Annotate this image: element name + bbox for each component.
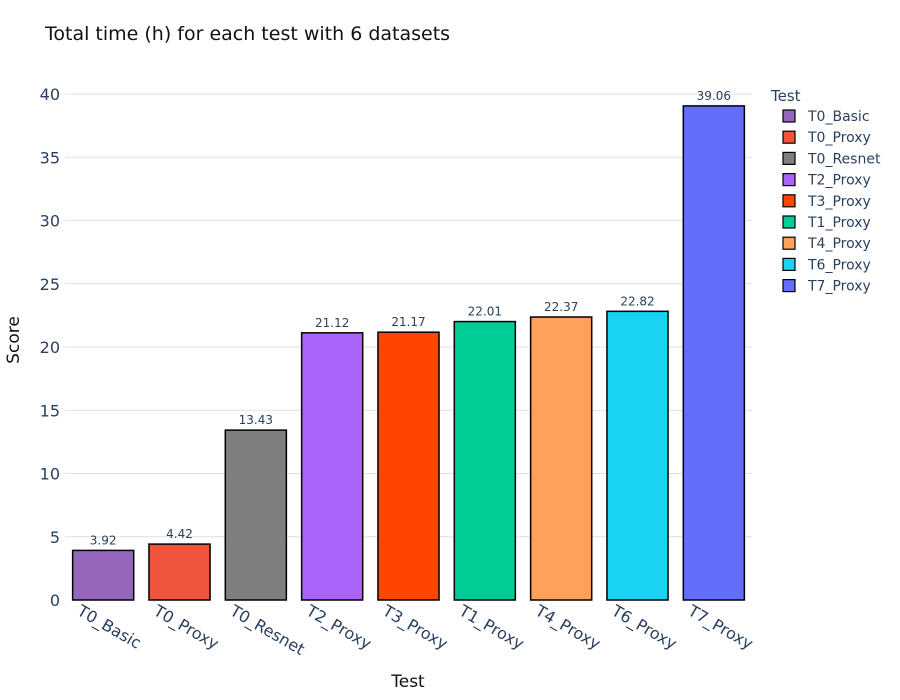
x-tick-label: T2_Proxy: [302, 601, 375, 655]
x-tick-label: T4_Proxy: [531, 601, 604, 655]
x-tick-label: T7_Proxy: [683, 601, 756, 655]
bar-t0-proxy[interactable]: [148, 543, 211, 601]
legend-swatch: [782, 215, 796, 229]
bar-value-label: 22.82: [620, 294, 654, 308]
bar-t3-proxy[interactable]: [377, 331, 440, 601]
bar-value-label: 21.17: [391, 315, 425, 329]
legend-swatch: [782, 173, 796, 187]
legend-swatch: [782, 257, 796, 271]
chart-title: Total time (h) for each test with 6 data…: [44, 23, 450, 45]
bar-t0-resnet[interactable]: [224, 429, 288, 601]
bar-t4-proxy[interactable]: [529, 316, 593, 601]
legend-item[interactable]: T3_Proxy: [782, 194, 871, 210]
bar-value-label: 22.37: [544, 300, 578, 314]
x-axis-title: Test: [390, 672, 425, 692]
bar-value-label: 21.12: [315, 316, 349, 330]
bar-value-label: 3.92: [90, 533, 117, 547]
legend-label: T0_Proxy: [807, 130, 871, 146]
x-tick-label: T1_Proxy: [454, 601, 527, 655]
y-axis-ticks: 0 5 10 15 20 25 30 35 40: [40, 85, 60, 610]
x-tick-label: T0_Basic: [73, 601, 145, 654]
legend-label: T6_Proxy: [807, 257, 871, 273]
legend-label: T3_Proxy: [807, 194, 871, 210]
legend-swatch: [782, 130, 796, 144]
legend-item[interactable]: T0_Proxy: [782, 130, 871, 146]
legend[interactable]: Test T0_Basic T0_Proxy T0_Resnet T2_Proxy T3…: [770, 87, 881, 295]
x-tick-label: T0_Proxy: [149, 601, 222, 655]
x-tick-label: T3_Proxy: [378, 601, 451, 655]
y-tick-label: 20: [40, 338, 60, 357]
legend-title: Test: [770, 87, 801, 105]
x-tick-label: T6_Proxy: [607, 601, 680, 655]
y-tick-label: 25: [40, 275, 60, 294]
y-tick-label: 15: [40, 401, 60, 420]
legend-label: T4_Proxy: [807, 236, 871, 252]
legend-label: T1_Proxy: [807, 215, 871, 231]
y-axis-title: Score: [4, 316, 24, 364]
y-tick-label: 0: [50, 591, 60, 610]
legend-swatch: [782, 279, 796, 293]
legend-label: T0_Resnet: [807, 151, 881, 167]
y-tick-label: 35: [40, 148, 60, 167]
y-tick-label: 30: [40, 212, 60, 231]
legend-item[interactable]: T1_Proxy: [782, 215, 871, 231]
bar-value-labels: 3.92 4.42 13.43 21.12 21.17 22.01 22.37 22.82 39…: [90, 89, 731, 548]
y-tick-label: 5: [50, 528, 60, 547]
legend-label: T2_Proxy: [807, 173, 871, 189]
bar-t2-proxy[interactable]: [300, 332, 364, 601]
bar-value-label: 39.06: [697, 89, 731, 103]
legend-item[interactable]: T0_Basic: [782, 109, 870, 125]
bar-t7-proxy[interactable]: [682, 105, 746, 601]
legend-swatch: [782, 236, 796, 250]
legend-swatch: [782, 194, 796, 208]
bar-t0-basic[interactable]: [71, 549, 135, 601]
bar-t6-proxy[interactable]: [606, 310, 669, 601]
bar-t1-proxy[interactable]: [453, 320, 517, 601]
legend-label: T7_Proxy: [807, 279, 871, 295]
bar-value-label: 22.01: [468, 305, 502, 319]
legend-item[interactable]: T6_Proxy: [782, 257, 871, 273]
bars: [71, 105, 746, 601]
legend-item[interactable]: T2_Proxy: [782, 173, 871, 189]
x-tick-label: T0_Resnet: [225, 601, 308, 660]
legend-item[interactable]: T4_Proxy: [782, 236, 871, 252]
legend-label: T0_Basic: [807, 109, 870, 125]
legend-item[interactable]: T7_Proxy: [782, 279, 871, 295]
bar-value-label: 4.42: [166, 527, 193, 541]
y-tick-label: 10: [40, 465, 60, 484]
legend-item[interactable]: T0_Resnet: [782, 151, 881, 167]
legend-swatch: [782, 151, 796, 165]
y-tick-label: 40: [40, 85, 60, 104]
bar-value-label: 13.43: [239, 413, 273, 427]
legend-swatch: [782, 109, 796, 123]
